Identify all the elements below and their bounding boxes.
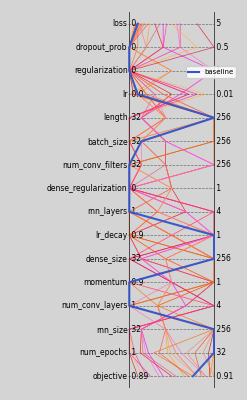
Text: momentum: momentum	[83, 278, 128, 287]
Text: lr: lr	[122, 90, 128, 99]
Legend: baseline: baseline	[185, 66, 236, 78]
Text: 32: 32	[129, 113, 141, 122]
Text: 0.91: 0.91	[214, 372, 233, 381]
Text: objective: objective	[93, 372, 128, 381]
Text: 5: 5	[214, 19, 221, 28]
Text: 0.89: 0.89	[129, 372, 148, 381]
Text: 1: 1	[214, 231, 221, 240]
Text: dense_size: dense_size	[86, 254, 128, 263]
Text: 32: 32	[129, 254, 141, 263]
Text: 256: 256	[214, 160, 231, 169]
Text: 1: 1	[129, 301, 136, 310]
Text: 32: 32	[129, 325, 141, 334]
Text: dropout_prob: dropout_prob	[76, 43, 128, 52]
Text: 0: 0	[129, 43, 137, 52]
Text: 0: 0	[129, 19, 137, 28]
Text: 1: 1	[214, 184, 221, 193]
Text: 0.9: 0.9	[129, 278, 144, 287]
Text: 0.5: 0.5	[214, 43, 228, 52]
Text: 1: 1	[214, 66, 221, 75]
Text: 256: 256	[214, 254, 231, 263]
Text: regularization: regularization	[74, 66, 128, 75]
Text: 4: 4	[214, 301, 221, 310]
Text: 4: 4	[214, 207, 221, 216]
Text: 1: 1	[129, 207, 136, 216]
Text: 0.0: 0.0	[129, 90, 144, 99]
Text: num_conv_layers: num_conv_layers	[61, 301, 128, 310]
Text: 256: 256	[214, 325, 231, 334]
Text: batch_size: batch_size	[87, 137, 128, 146]
Text: 0: 0	[129, 66, 137, 75]
Text: num_epochs: num_epochs	[80, 348, 128, 357]
Text: num_conv_filters: num_conv_filters	[62, 160, 128, 169]
Text: 256: 256	[214, 113, 231, 122]
Text: lr_decay: lr_decay	[95, 231, 128, 240]
Text: 1: 1	[214, 278, 221, 287]
Text: 0.01: 0.01	[214, 90, 233, 99]
Text: 256: 256	[214, 137, 231, 146]
Text: length: length	[103, 113, 128, 122]
Text: 0: 0	[129, 184, 137, 193]
Text: 32: 32	[214, 348, 226, 357]
Text: rnn_size: rnn_size	[96, 325, 128, 334]
Text: 0.9: 0.9	[129, 231, 144, 240]
Text: loss: loss	[113, 19, 128, 28]
Text: 32: 32	[129, 160, 141, 169]
Text: dense_regularization: dense_regularization	[47, 184, 128, 193]
Text: rnn_layers: rnn_layers	[87, 207, 128, 216]
Text: 32: 32	[129, 137, 141, 146]
Text: 1: 1	[129, 348, 136, 357]
